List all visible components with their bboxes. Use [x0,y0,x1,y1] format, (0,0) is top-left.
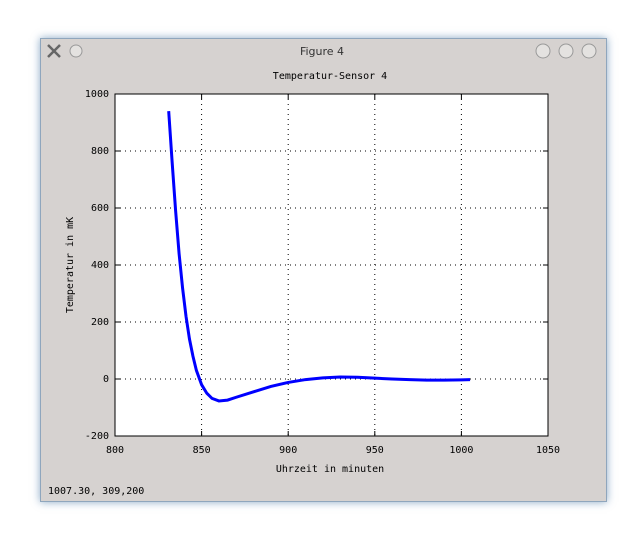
x-tick-label: 850 [193,445,211,456]
y-tick-label: 1000 [85,89,109,100]
y-tick-label: 800 [91,146,109,157]
y-axis-label: Temperatur in mK [65,217,76,313]
y-tick-label: 200 [91,317,109,328]
y-tick-label: 400 [91,260,109,271]
plot-frame [114,93,549,437]
menu-button[interactable] [69,44,83,58]
x-tick-label: 950 [366,445,384,456]
x-tick-label: 900 [279,445,297,456]
status-text: 1007.30, 309,200 [48,486,144,497]
title-bar-icons [47,43,597,59]
x-tick-label: 1050 [536,445,560,456]
x-tick-label: 800 [106,445,124,456]
x-axis-label: Uhrzeit in minuten [276,464,384,475]
app-icon [47,44,61,58]
maximize-button[interactable] [558,43,574,59]
minimize-button[interactable] [535,43,551,59]
x-tick-label: 1000 [449,445,473,456]
y-tick-label: -200 [85,431,109,442]
y-tick-label: 0 [103,374,109,385]
chart-title: Temperatur-Sensor 4 [273,71,387,82]
window-title: Figure 4 [300,45,344,58]
y-tick-label: 600 [91,203,109,214]
data-line [167,110,471,403]
close-button[interactable] [581,43,597,59]
